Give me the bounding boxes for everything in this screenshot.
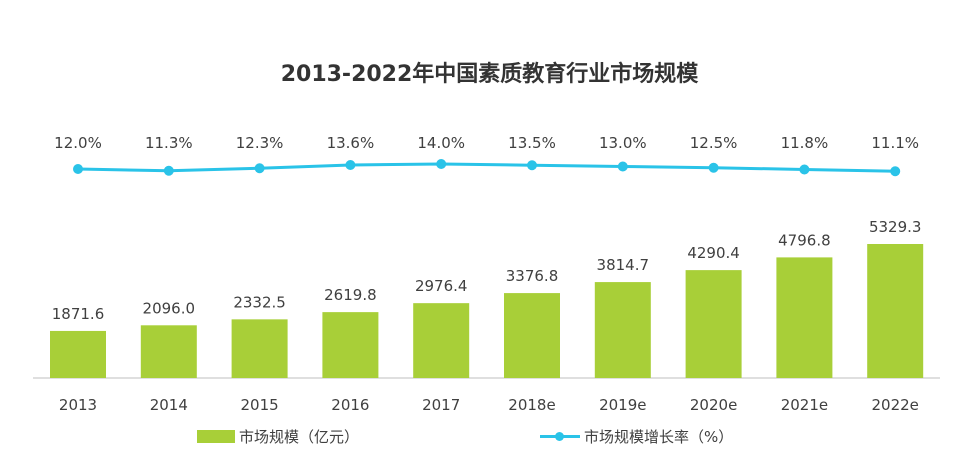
x-tick-label: 2018e [508,396,555,414]
growth-point [163,165,174,176]
x-tick-label: 2014 [150,396,188,414]
bar [867,244,924,378]
growth-point [527,160,537,171]
growth-value-label: 14.0% [417,134,465,152]
bar-value-label: 2976.4 [415,277,468,295]
x-tick-label: 2016 [331,396,369,414]
legend-line-swatch-icon [540,430,580,443]
bar-value-label: 1871.6 [52,305,105,323]
growth-value-label: 13.6% [327,134,375,152]
x-tick-label: 2015 [241,396,279,414]
growth-value-label: 13.0% [599,134,647,152]
growth-value-label: 11.3% [145,134,193,152]
bar-value-label: 2096.0 [143,299,196,317]
bar [776,257,833,378]
bar-value-label: 4796.8 [778,231,831,249]
growth-point [708,162,719,173]
x-tick-label: 2021e [781,396,828,414]
growth-value-label: 13.5% [508,134,556,152]
growth-value-label: 12.0% [54,134,102,152]
growth-point [890,166,901,177]
bar [504,293,560,378]
growth-value-label: 12.3% [236,134,284,152]
legend-bar-label: 市场规模（亿元） [239,428,360,446]
x-tick-label: 2013 [59,396,97,414]
bar [140,325,197,378]
growth-value-label: 12.5% [690,134,738,152]
bar [322,312,379,378]
bar [231,319,288,378]
growth-line [77,162,896,173]
growth-point [254,163,265,174]
growth-point [799,164,810,175]
growth-point [345,160,356,170]
x-tick-label: 2022e [871,396,918,414]
growth-point [436,159,447,169]
x-tick-label: 2020e [690,396,737,414]
x-tick-label: 2019e [599,396,646,414]
bar-value-label: 5329.3 [869,218,922,236]
legend-item-line: 市场规模增长率（%） [540,426,733,447]
bar-value-label: 2619.8 [324,286,377,304]
legend-line-label: 市场规模增长率（%） [584,428,734,446]
bar-value-label: 3376.8 [506,267,559,285]
growth-point [73,164,83,174]
growth-point [617,161,628,172]
legend-bar-swatch-icon [197,430,235,443]
bar-value-label: 2332.5 [233,293,286,311]
bar [594,282,651,378]
bar-value-label: 3814.7 [597,256,650,274]
bar [685,270,742,378]
x-tick-label: 2017 [422,396,460,414]
growth-value-label: 11.1% [871,134,919,152]
growth-value-label: 11.8% [781,134,829,152]
bar-value-label: 4290.4 [687,244,740,262]
bar [50,330,106,378]
legend-item-bar: 市场规模（亿元） [197,426,359,447]
bar [413,303,470,378]
chart-title: 2013-2022年中国素质教育行业市场规模 [280,62,699,87]
